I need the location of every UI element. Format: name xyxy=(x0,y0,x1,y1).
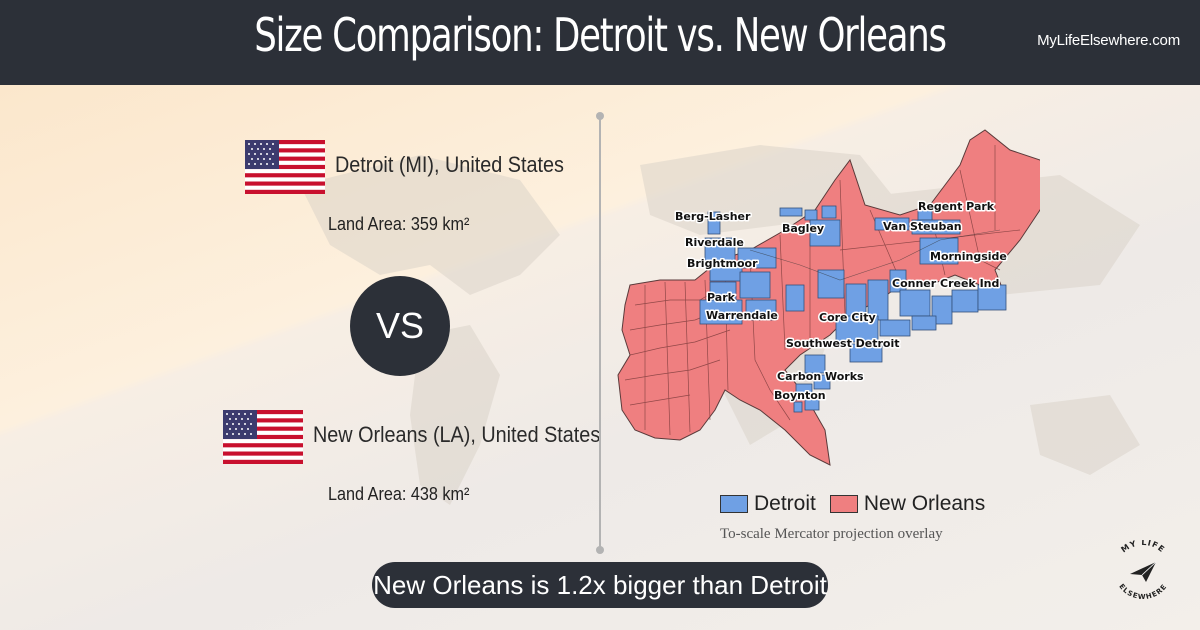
label-core-city: Core City xyxy=(819,311,876,324)
brand-link[interactable]: MyLifeElsewhere.com xyxy=(1037,32,1180,49)
label-carbon-works: Carbon Works xyxy=(777,370,864,383)
us-flag-icon xyxy=(223,410,303,464)
svg-text:MY LIFE: MY LIFE xyxy=(1119,540,1166,554)
page-title: Size Comparison: Detroit vs. New Orleans xyxy=(254,8,947,62)
divider-dot xyxy=(596,546,604,554)
label-regent-park: Regent Park xyxy=(918,200,995,213)
label-park: Park xyxy=(707,291,736,304)
legend-swatch-new-orleans xyxy=(829,495,858,513)
vs-label: VS xyxy=(375,305,425,346)
vs-badge: VS xyxy=(350,276,450,376)
summary-banner: New Orleans is 1.2x bigger than Detroit xyxy=(372,562,828,608)
divider-dot xyxy=(596,112,604,120)
label-brightmoor: Brightmoor xyxy=(687,257,758,270)
label-warrendale: Warrendale xyxy=(706,309,778,322)
paper-plane-icon xyxy=(1130,561,1157,582)
overlay-map: Berg-Lasher Riverdale Brightmoor Park Wa… xyxy=(617,129,1040,466)
svg-text:ELSEWHERE: ELSEWHERE xyxy=(1117,582,1168,600)
map-legend: Detroit New Orleans xyxy=(720,492,999,518)
us-flag-icon xyxy=(245,140,325,194)
label-conner-creek-ind: Conner Creek Ind xyxy=(892,277,999,290)
divider xyxy=(599,116,601,550)
neighborhood-labels: Berg-Lasher Riverdale Brightmoor Park Wa… xyxy=(674,199,1009,404)
label-van-steuban: Van Steuban xyxy=(883,220,962,233)
city2-land-area: Land Area: 438 km² xyxy=(328,484,470,504)
label-bagley: Bagley xyxy=(782,222,824,235)
label-boynton: Boynton xyxy=(774,389,826,402)
label-southwest-detroit: Southwest Detroit xyxy=(786,337,900,350)
label-berg-lasher: Berg-Lasher xyxy=(675,210,751,223)
label-morningside: Morningside xyxy=(930,250,1007,263)
city2-name: New Orleans (LA), United States xyxy=(313,422,601,447)
city1-land-area: Land Area: 359 km² xyxy=(328,214,470,234)
brand-stamp-logo: MY LIFE ELSEWHERE xyxy=(1117,540,1168,600)
legend-note: To-scale Mercator projection overlay xyxy=(720,526,943,542)
legend-label-new-orleans: New Orleans xyxy=(863,492,986,515)
legend-label-detroit: Detroit xyxy=(754,492,816,515)
header-bar: Size Comparison: Detroit vs. New Orleans… xyxy=(0,0,1200,85)
legend-swatch-detroit xyxy=(720,495,748,513)
city1-name: Detroit (MI), United States xyxy=(335,152,564,177)
label-riverdale: Riverdale xyxy=(685,236,744,249)
detroit-area xyxy=(699,205,1007,413)
